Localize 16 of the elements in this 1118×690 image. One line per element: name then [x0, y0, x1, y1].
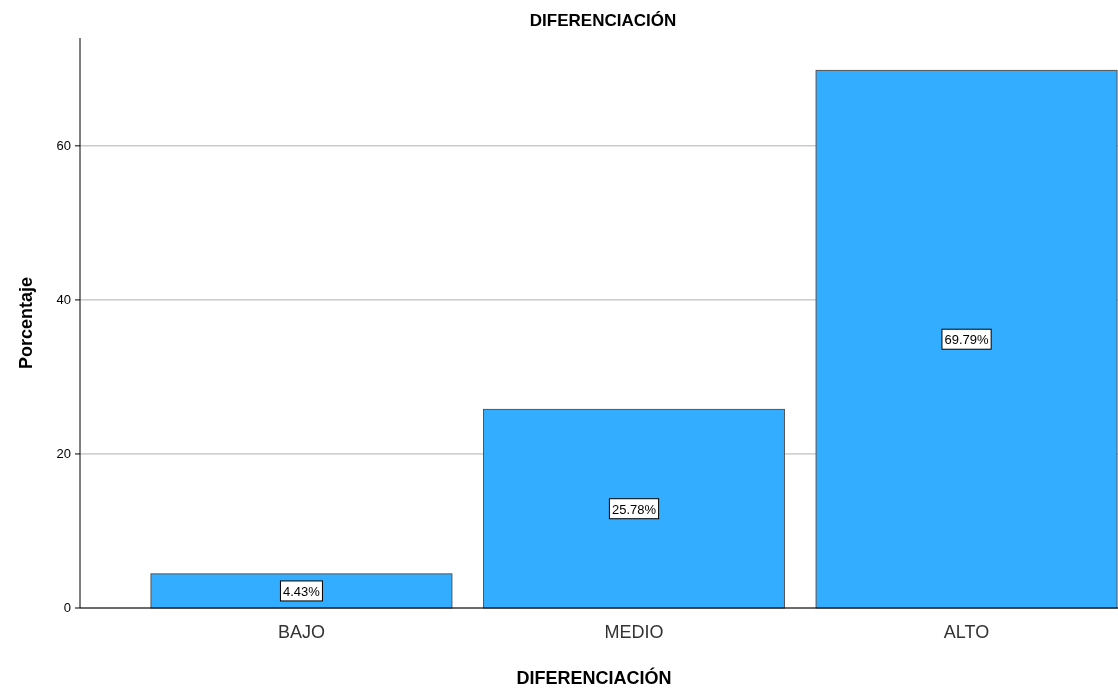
bar: [483, 408, 785, 609]
y-tick-label: 60: [56, 137, 71, 153]
bar: [150, 573, 453, 609]
y-axis-title: Porcentaje: [16, 276, 36, 370]
y-tick-label: 0: [63, 600, 71, 615]
data-label: 25.78%: [611, 501, 657, 517]
data-label: 4.43%: [283, 583, 321, 599]
x-axis-title: DIFERENCIACIÓN: [516, 667, 672, 688]
data-label: 69.79%: [944, 332, 990, 348]
y-tick-label: 40: [56, 291, 71, 307]
x-tick-label: ALTO: [943, 622, 990, 642]
chart-title: DIFERENCIACIÓN: [529, 11, 677, 30]
x-tick-label: MEDIO: [604, 622, 664, 642]
y-tick-label: 20: [56, 445, 71, 461]
x-tick-label: BAJO: [277, 622, 325, 642]
bar: [815, 69, 1118, 609]
